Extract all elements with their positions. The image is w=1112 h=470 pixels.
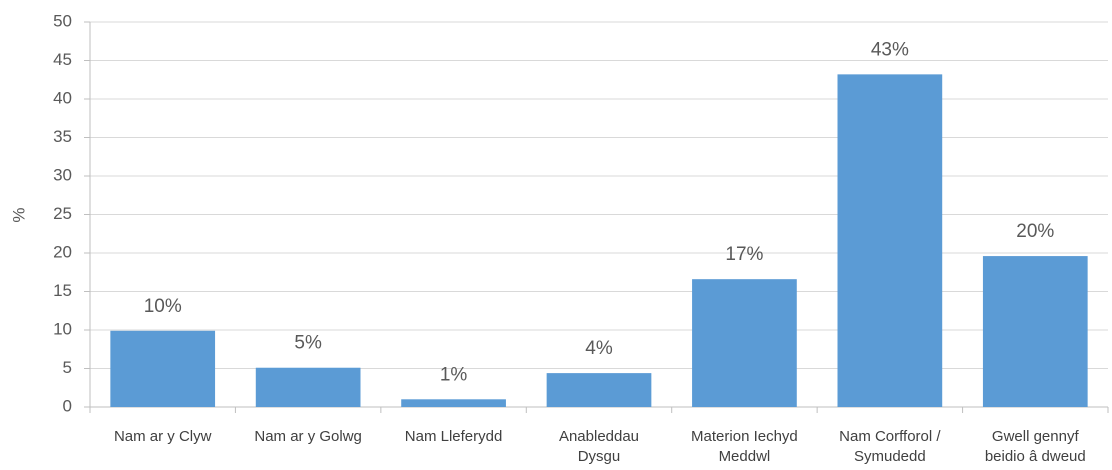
x-tick-label: Nam ar y Clyw (113, 428, 212, 445)
bar (546, 373, 652, 407)
y-axis-label: % (9, 207, 28, 222)
x-tick-label: Anableddau Dysgu (558, 428, 640, 465)
x-tick-label: Nam ar y Golwg (254, 428, 362, 445)
bar (982, 256, 1088, 407)
data-label: 20% (1016, 221, 1054, 242)
data-label: 1% (440, 364, 468, 385)
y-tick-label: 5 (63, 358, 72, 377)
bar (110, 330, 216, 407)
y-tick-label: 35 (53, 127, 72, 146)
y-tick-label: 10 (53, 319, 72, 338)
bar (401, 399, 506, 407)
data-label: 10% (144, 296, 182, 317)
bar (692, 279, 797, 407)
bar (255, 367, 361, 407)
x-tick-label: Gwell gennyf beidio â dweud (984, 428, 1086, 465)
data-label: 17% (725, 244, 763, 265)
y-tick-label: 15 (53, 281, 72, 300)
y-tick-label: 40 (53, 88, 72, 107)
y-tick-label: 25 (53, 204, 72, 223)
data-label: 5% (294, 333, 322, 354)
y-tick-label: 50 (53, 11, 72, 30)
y-tick-label: 45 (53, 50, 72, 69)
y-tick-label: 0 (63, 396, 72, 415)
x-tick-label: Nam Lleferydd (404, 428, 503, 445)
x-tick-label: Materion Iechyd Meddwl (691, 428, 798, 465)
y-tick-label: 30 (53, 165, 72, 184)
x-tick-label: Nam Corfforol / Symudedd (839, 428, 941, 465)
data-label: 4% (585, 338, 613, 359)
bar (837, 74, 943, 408)
data-label: 43% (871, 39, 909, 60)
y-tick-label: 20 (53, 242, 72, 261)
